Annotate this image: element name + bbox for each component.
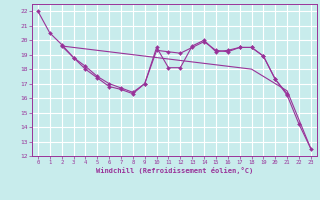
X-axis label: Windchill (Refroidissement éolien,°C): Windchill (Refroidissement éolien,°C)	[96, 167, 253, 174]
